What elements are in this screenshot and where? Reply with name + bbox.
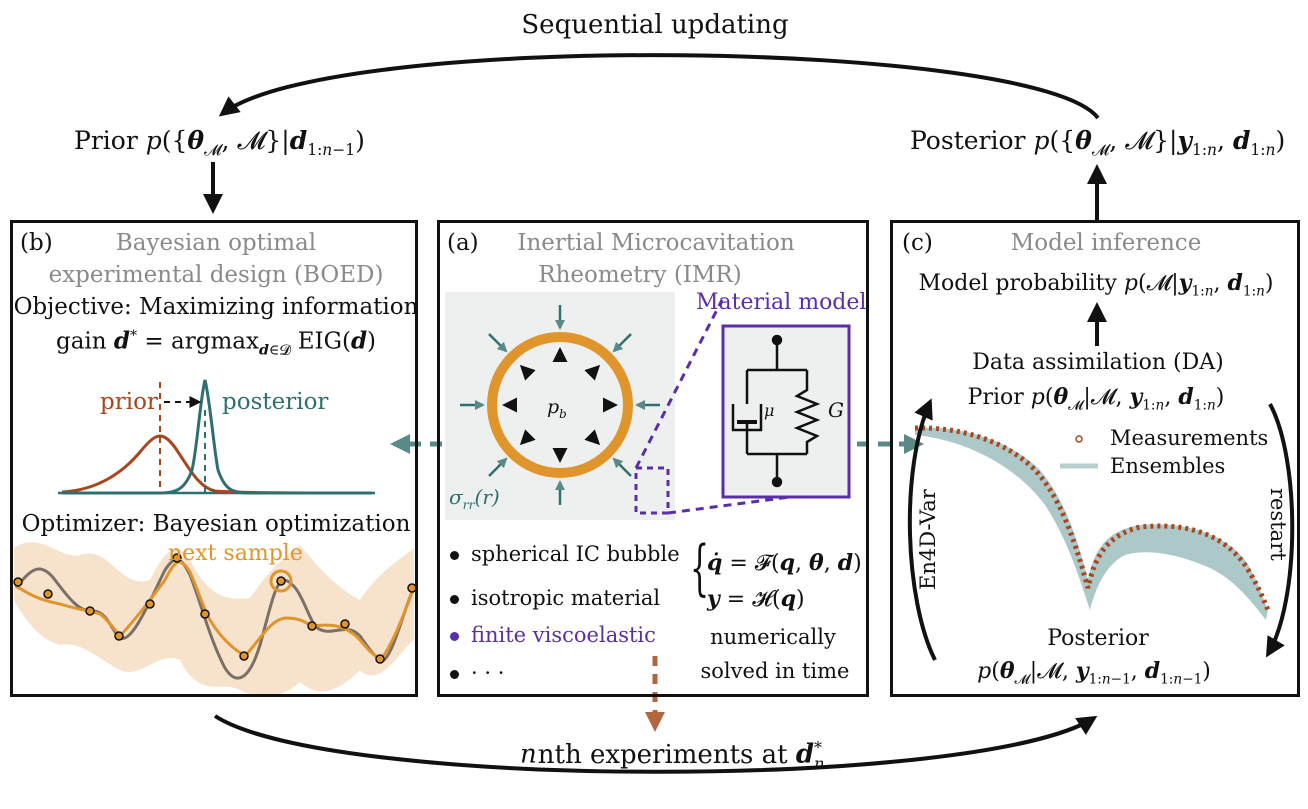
bullet-2: isotropic material bbox=[450, 588, 660, 609]
panel-c-tag: (c) bbox=[902, 230, 933, 256]
material-model-label: Material model bbox=[696, 290, 867, 315]
en4dvar-label: En4D-Var bbox=[916, 489, 940, 590]
panel-a-title-line1: Inertial Microcavitation bbox=[517, 230, 795, 256]
panel-b-box bbox=[10, 220, 418, 697]
panel-c-box bbox=[890, 220, 1300, 697]
ode-equation-1: q̇ = 𝓕(q, θ, d) bbox=[707, 550, 862, 576]
gp-mean bbox=[15, 560, 416, 660]
numerically-label: numerically bbox=[710, 625, 836, 649]
prior-distribution-label: Prior p({θ𝓜, 𝓜}|d1:n−1) bbox=[74, 126, 365, 159]
sequential-updating-label: Sequential updating bbox=[521, 10, 789, 40]
confidence-band bbox=[14, 542, 414, 697]
da-posterior-formula: p(θ𝓜|𝓜, y1:n−1, d1:n−1) bbox=[977, 658, 1211, 688]
stress-label: σrr(r) bbox=[449, 485, 500, 512]
prior-label: prior bbox=[100, 389, 158, 415]
posterior-label: posterior bbox=[222, 389, 329, 415]
ode-equation-2: y = 𝓗(q) bbox=[707, 586, 805, 612]
objective-line2: gain d* = argmaxd∈𝓓 EIG(d) bbox=[55, 327, 377, 359]
prior-posterior-plot bbox=[58, 379, 375, 495]
panel-a-box bbox=[437, 220, 869, 697]
spring-dashpot bbox=[731, 334, 821, 488]
pressure-label: pb bbox=[547, 396, 567, 421]
objective-line1: Objective: Maximizing information bbox=[13, 294, 419, 320]
sample-points bbox=[13, 553, 417, 664]
experiments-arc bbox=[213, 714, 1098, 774]
nth-experiments-label: nnth experiments at d*n bbox=[520, 738, 825, 773]
bubble-drawing bbox=[460, 305, 660, 505]
ensembles-legend-label: Ensembles bbox=[1110, 454, 1226, 478]
zoom-box bbox=[634, 466, 670, 515]
solved-in-time-label: solved in time bbox=[700, 659, 850, 683]
bubble bbox=[487, 332, 633, 478]
ensemble-plot bbox=[914, 425, 1271, 620]
optimizer-label: Optimizer: Bayesian optimization bbox=[21, 511, 411, 537]
bullet-3: finite viscoelastic bbox=[450, 625, 656, 646]
panel-b-title-line2: experimental design (BOED) bbox=[48, 262, 384, 288]
measurements-legend-marker bbox=[1075, 435, 1083, 443]
posterior-curve bbox=[62, 379, 372, 495]
next-sample-label: next sample bbox=[168, 541, 303, 566]
posterior-distribution-label: Posterior p({θ𝓜, 𝓜}|y1:n, d1:n) bbox=[910, 126, 1286, 159]
bullet-4: · · · bbox=[450, 663, 504, 684]
ode-brace: { bbox=[690, 533, 710, 603]
bayesian-optimization-plot bbox=[13, 542, 417, 697]
restart-arrow bbox=[1265, 403, 1295, 658]
mu-label: μ bbox=[764, 401, 775, 420]
panel-b-title-line1: Bayesian optimal bbox=[115, 230, 317, 256]
panel-a-tag: (a) bbox=[447, 230, 479, 256]
da-prior-label: Prior p(θ𝓜|𝓜, y1:n, d1:n) bbox=[967, 384, 1225, 414]
da-posterior-label: Posterior bbox=[1047, 626, 1149, 651]
g-label: G bbox=[828, 398, 844, 422]
model-probability-label: Model probability p(𝓜|y1:n, d1:n) bbox=[918, 270, 1274, 300]
panel-b-tag: (b) bbox=[20, 230, 53, 256]
measurements-legend-label: Measurements bbox=[1110, 426, 1269, 450]
data-assimilation-label: Data assimilation (DA) bbox=[972, 350, 1224, 375]
panel-c-title: Model inference bbox=[1010, 230, 1202, 256]
panel-a-title-line2: Rheometry (IMR) bbox=[538, 262, 742, 288]
en4dvar-arrow bbox=[907, 398, 937, 661]
material-model-box bbox=[721, 324, 851, 499]
next-sample-marker bbox=[269, 569, 293, 593]
bullet-1: spherical IC bubble bbox=[450, 544, 680, 565]
measurements bbox=[914, 425, 1271, 611]
restart-label: restart bbox=[1266, 488, 1290, 561]
sequential-updating-arc bbox=[218, 53, 1100, 120]
